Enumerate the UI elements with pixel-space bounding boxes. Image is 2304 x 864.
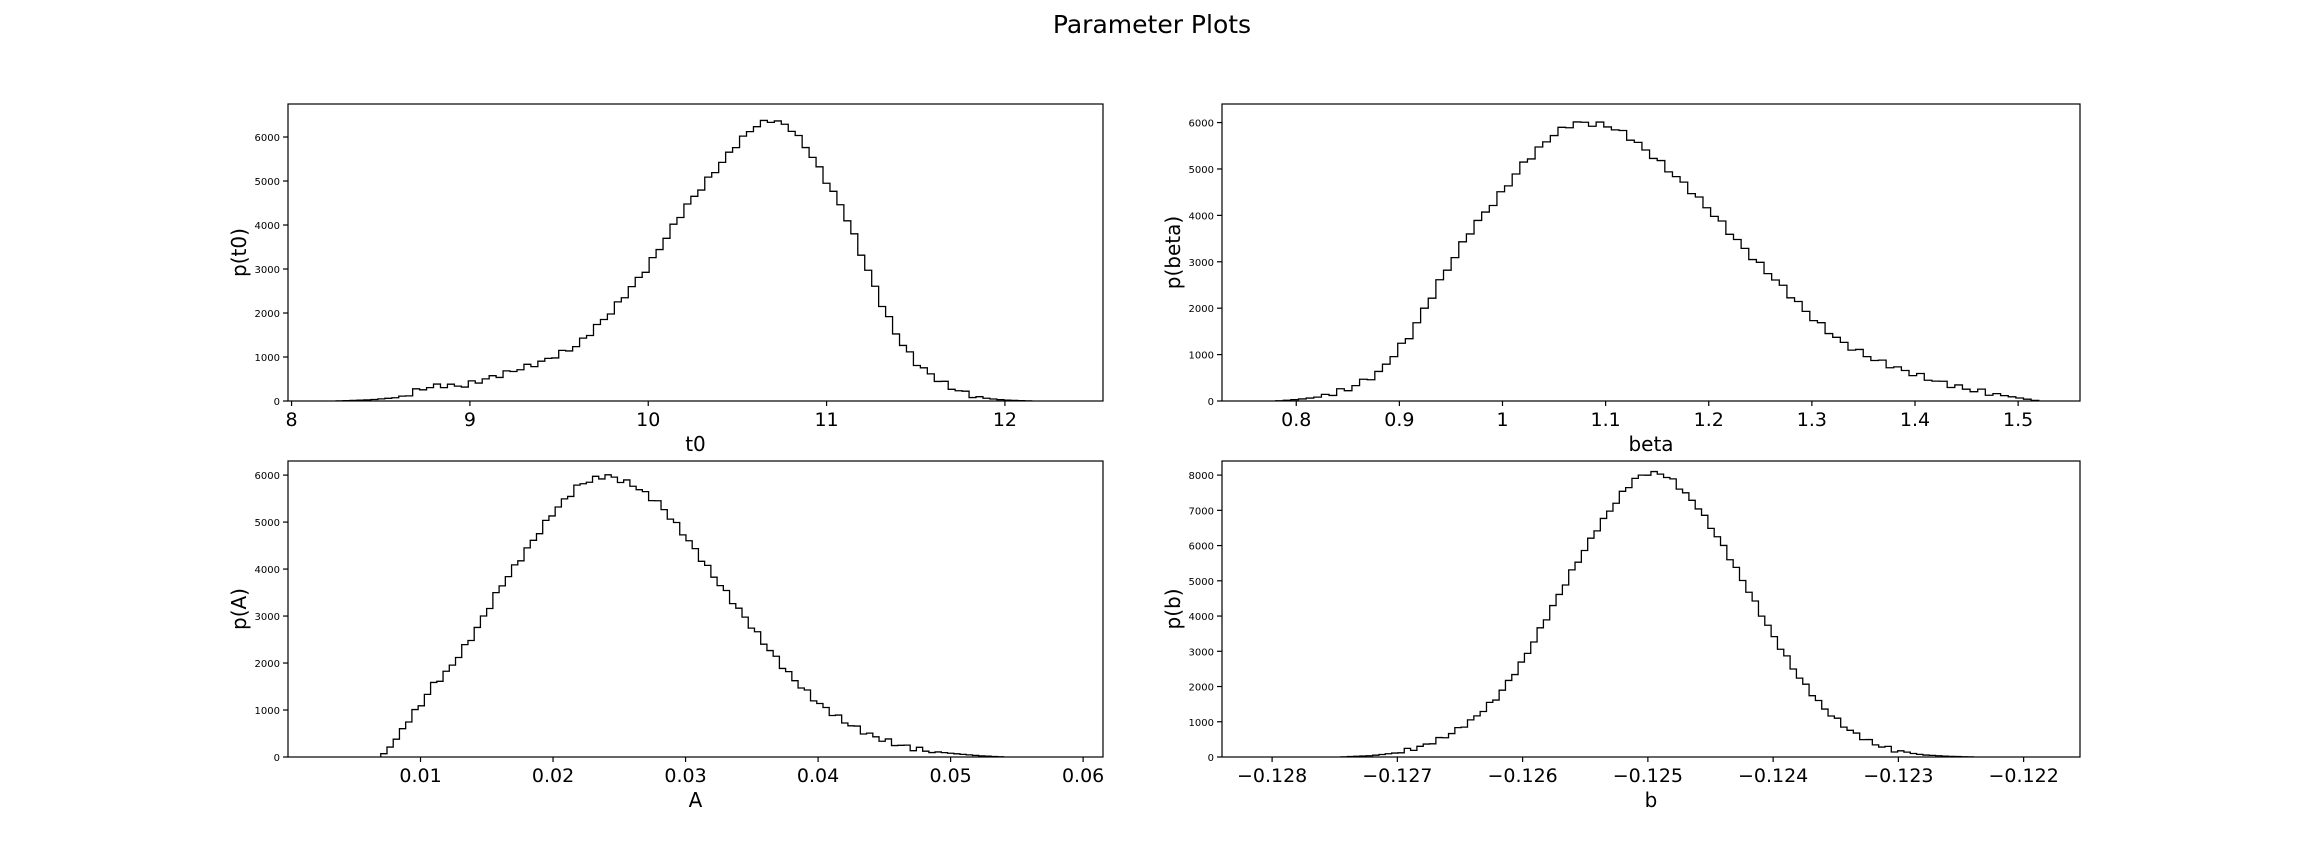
y-tick-label: 1000: [1189, 351, 1214, 362]
y-tick-label: 1000: [255, 706, 280, 717]
x-tick-label: 0.8: [1281, 409, 1311, 431]
x-tick-label: −0.125: [1613, 765, 1683, 787]
y-tick-label: 6000: [1189, 542, 1214, 553]
y-tick-label: 0: [1208, 397, 1214, 408]
subplot-beta: 0.8 0.9 1 1.1 1.2 1.3 1.4 1.5 0 1000 2000 3000 4000 5…: [1161, 103, 2081, 456]
x-tick-label: 1.4: [1900, 409, 1930, 431]
x-tick-label: 0.06: [1062, 765, 1104, 787]
x-tick-label: 0.03: [664, 765, 706, 787]
figure-title: Parameter Plots: [1052, 10, 1252, 39]
y-tick-label: 0: [1208, 753, 1214, 764]
y-axis-label: p(A): [227, 588, 251, 630]
x-tick-label: −0.126: [1487, 765, 1557, 787]
axes-frame: [1221, 460, 2081, 758]
x-tick-label: 0.05: [929, 765, 971, 787]
y-tick-label: 3000: [1189, 647, 1214, 658]
axes-frame: [1221, 103, 2081, 402]
y-tick-label: 5000: [255, 177, 280, 188]
x-tick-label: 12: [993, 409, 1017, 431]
y-tick-label: 1000: [1189, 718, 1214, 729]
histogram-outline: [1274, 121, 2040, 402]
x-tick-label: −0.128: [1237, 765, 1307, 787]
y-tick-label: 2000: [1189, 304, 1214, 315]
x-tick-label: 10: [636, 409, 660, 431]
y-tick-label: 7000: [1189, 506, 1214, 517]
y-tick-label: 4000: [255, 565, 280, 576]
y-tick-label: 0: [274, 397, 280, 408]
y-axis-label: p(beta): [1161, 216, 1185, 289]
x-tick-label: 1: [1496, 409, 1508, 431]
x-tick-label: 0.04: [797, 765, 839, 787]
x-axis-label: A: [689, 788, 703, 812]
y-tick-label: 5000: [1189, 165, 1214, 176]
y-tick-label: 3000: [255, 612, 280, 623]
y-tick-label: 3000: [1189, 258, 1214, 269]
subplot-A: 0.01 0.02 0.03 0.04 0.05 0.06 0 1000 2000 3000 400…: [227, 460, 1104, 812]
axes-frame: [287, 460, 1104, 758]
x-tick-label: 9: [464, 409, 476, 431]
x-tick-label: 8: [286, 409, 298, 431]
y-tick-label: 2000: [255, 309, 280, 320]
x-tick-label: −0.124: [1738, 765, 1808, 787]
y-tick-label: 4000: [1189, 211, 1214, 222]
x-tick-label: 11: [814, 409, 838, 431]
subplot-t0: 8 9 10 11 12 0 1000 2000 3000 4000 5000 6000 t0 p(t0): [227, 103, 1104, 456]
histogram-outline: [380, 474, 1005, 758]
y-tick-label: 8000: [1189, 471, 1214, 482]
x-tick-label: 1.3: [1797, 409, 1827, 431]
x-tick-label: 1.5: [2003, 409, 2033, 431]
x-tick-label: −0.122: [1988, 765, 2058, 787]
axes-frame: [287, 103, 1104, 402]
y-tick-label: 2000: [255, 659, 280, 670]
y-tick-label: 6000: [255, 133, 280, 144]
x-tick-label: −0.123: [1863, 765, 1933, 787]
x-axis-label: b: [1645, 788, 1658, 812]
y-tick-label: 3000: [255, 265, 280, 276]
y-axis-label: p(t0): [227, 228, 251, 277]
x-axis-label: beta: [1628, 432, 1673, 456]
y-tick-label: 5000: [255, 518, 280, 529]
y-tick-label: 5000: [1189, 577, 1214, 588]
y-tick-label: 0: [274, 753, 280, 764]
y-tick-label: 4000: [1189, 612, 1214, 623]
x-tick-label: 0.9: [1384, 409, 1414, 431]
x-tick-label: 1.2: [1694, 409, 1724, 431]
x-tick-label: 0.02: [532, 765, 574, 787]
x-tick-label: 1.1: [1591, 409, 1621, 431]
y-tick-label: 6000: [1189, 119, 1214, 130]
y-tick-label: 1000: [255, 353, 280, 364]
subplot-b: −0.128 −0.127 −0.126 −0.125 −0.124 −0.123 −0.1…: [1161, 460, 2081, 812]
x-tick-label: 0.01: [399, 765, 441, 787]
y-tick-label: 6000: [255, 471, 280, 482]
y-axis-label: p(b): [1161, 589, 1185, 630]
y-tick-label: 2000: [1189, 683, 1214, 694]
x-tick-label: −0.127: [1362, 765, 1432, 787]
histogram-outline: [1340, 470, 1975, 758]
y-tick-label: 4000: [255, 221, 280, 232]
x-axis-label: t0: [685, 432, 706, 456]
histogram-outline: [335, 119, 1033, 402]
